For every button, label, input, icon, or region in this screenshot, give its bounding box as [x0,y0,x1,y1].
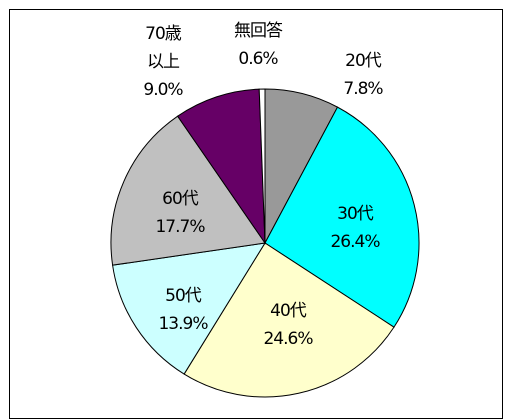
slice-value: 0.6% [238,49,278,69]
slice-label: 70歳 以上 9.0% [143,20,183,104]
slice-label: 40代 24.6% [263,297,313,353]
pie-slice [264,106,420,328]
slice-category: 50代 [165,286,202,306]
slice-category: 40代 [270,301,307,321]
slice-category: 20代 [345,51,382,71]
pie-slice [110,115,266,266]
pie-slice [258,88,266,244]
pie-slice [112,242,266,375]
slice-label: 30代 26.4% [330,200,380,256]
slice-label: 60代 17.7% [155,185,205,241]
slice-label: 50代 13.9% [158,282,208,338]
slice-label: 無回答 0.6% [234,17,283,73]
pie-slice [176,88,266,245]
slice-value: 24.6% [263,329,313,349]
slice-label: 20代 7.8% [343,47,383,103]
slice-value: 17.7% [155,217,205,237]
slice-category: 70歳 以上 [145,24,182,72]
slice-value: 9.0% [143,80,183,100]
slice-value: 26.4% [330,232,380,252]
slice-category: 無回答 [234,21,283,41]
slice-value: 7.8% [343,79,383,99]
slice-value: 13.9% [158,314,208,334]
slice-category: 30代 [337,204,374,224]
slice-category: 60代 [162,189,199,209]
pie-slice [183,242,395,398]
